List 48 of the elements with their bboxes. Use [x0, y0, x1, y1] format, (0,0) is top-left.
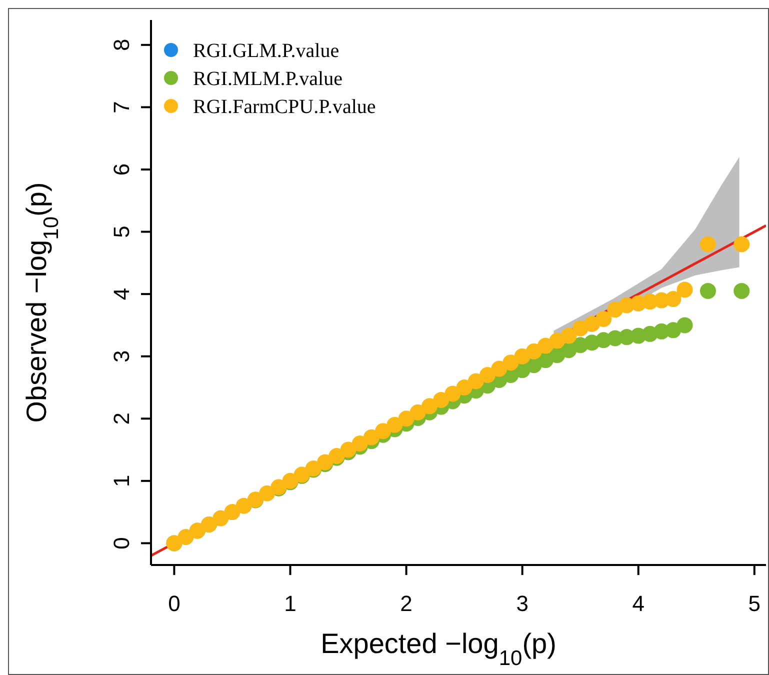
- point: [259, 485, 276, 502]
- y-tick-label: 4: [109, 288, 134, 300]
- point: [734, 236, 750, 252]
- y-tick-label: 6: [109, 163, 134, 176]
- legend-label: RGI.MLM.P.value: [193, 68, 343, 90]
- point: [236, 498, 252, 514]
- point: [212, 510, 229, 526]
- y-tick-label: 3: [109, 350, 134, 362]
- point: [444, 386, 461, 402]
- point: [596, 310, 612, 327]
- point: [386, 416, 403, 433]
- point: [398, 410, 414, 427]
- legend-label: RGI.FarmCPU.P.value: [193, 96, 376, 118]
- point: [421, 398, 438, 414]
- line-series: [151, 224, 766, 557]
- x-tick-label: 4: [632, 591, 644, 616]
- y-tick-label: 0: [109, 537, 134, 550]
- point: [178, 528, 194, 545]
- y-tick-label: 5: [109, 226, 134, 238]
- point: [352, 436, 368, 452]
- x-axis-title: Expected −log$_{10}$(p): [320, 628, 556, 670]
- point: [480, 367, 496, 384]
- point: [410, 404, 426, 420]
- y-tick-label: 8: [109, 38, 134, 52]
- point: [491, 360, 508, 377]
- point: [676, 282, 693, 298]
- point: [433, 392, 450, 408]
- x-tick-label: 3: [516, 591, 528, 616]
- point: [700, 236, 716, 252]
- point: [502, 354, 519, 371]
- x-tick-label: 5: [748, 591, 761, 616]
- y-tick-label: 2: [109, 412, 134, 425]
- point: [560, 328, 577, 344]
- x-tick-label: 1: [284, 591, 296, 616]
- y-tick-label: 7: [109, 101, 134, 114]
- point: [700, 282, 716, 299]
- point: [224, 504, 240, 520]
- x-tick-label: 0: [168, 591, 180, 616]
- point: [468, 373, 484, 390]
- legend-label: RGI.GLM.P.value: [193, 40, 340, 62]
- point: [676, 317, 693, 334]
- point: [363, 429, 380, 446]
- point: [375, 423, 392, 440]
- point: [734, 282, 750, 299]
- point: [456, 379, 472, 396]
- x-tick-label: 2: [400, 591, 412, 616]
- point: [665, 291, 682, 308]
- y-tick-label: 1: [109, 474, 134, 488]
